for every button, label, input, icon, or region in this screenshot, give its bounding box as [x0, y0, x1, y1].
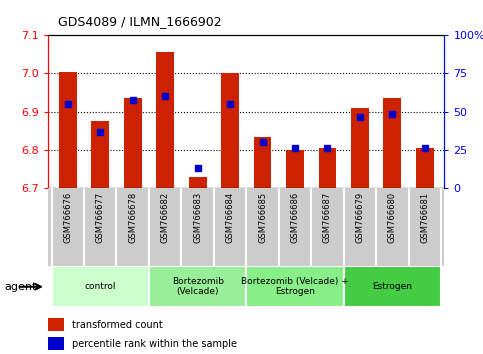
Bar	[384, 98, 401, 188]
Text: GDS4089 / ILMN_1666902: GDS4089 / ILMN_1666902	[58, 15, 222, 28]
Bar	[189, 177, 207, 188]
Bar	[124, 98, 142, 188]
Text: GSM766681: GSM766681	[420, 192, 429, 242]
Text: Estrogen: Estrogen	[372, 282, 412, 291]
Text: GSM766684: GSM766684	[226, 192, 235, 242]
Bar	[59, 72, 77, 188]
Bar	[48, 318, 64, 331]
Text: GSM766676: GSM766676	[63, 192, 72, 243]
Text: percentile rank within the sample: percentile rank within the sample	[72, 339, 237, 349]
Text: Bortezomib
(Velcade): Bortezomib (Velcade)	[171, 277, 224, 296]
Bar	[344, 266, 441, 307]
Bar	[149, 266, 246, 307]
Text: GSM766683: GSM766683	[193, 192, 202, 243]
Text: transformed count: transformed count	[72, 320, 163, 330]
Text: GSM766677: GSM766677	[96, 192, 105, 243]
Text: GSM766682: GSM766682	[161, 192, 170, 242]
Bar	[319, 148, 337, 188]
Bar	[91, 121, 109, 188]
Text: agent: agent	[5, 282, 37, 292]
Bar	[48, 337, 64, 350]
Text: GSM766680: GSM766680	[388, 192, 397, 242]
Bar	[246, 266, 344, 307]
Bar	[221, 73, 239, 188]
Text: GSM766679: GSM766679	[355, 192, 365, 242]
Bar	[254, 137, 271, 188]
Bar	[286, 149, 304, 188]
Text: control: control	[85, 282, 116, 291]
Bar	[52, 266, 149, 307]
Bar	[416, 148, 434, 188]
Text: GSM766687: GSM766687	[323, 192, 332, 243]
Text: GSM766678: GSM766678	[128, 192, 137, 243]
Text: GSM766685: GSM766685	[258, 192, 267, 242]
Bar	[351, 108, 369, 188]
Bar	[156, 52, 174, 188]
Text: Bortezomib (Velcade) +
Estrogen: Bortezomib (Velcade) + Estrogen	[241, 277, 349, 296]
Text: GSM766686: GSM766686	[291, 192, 299, 243]
